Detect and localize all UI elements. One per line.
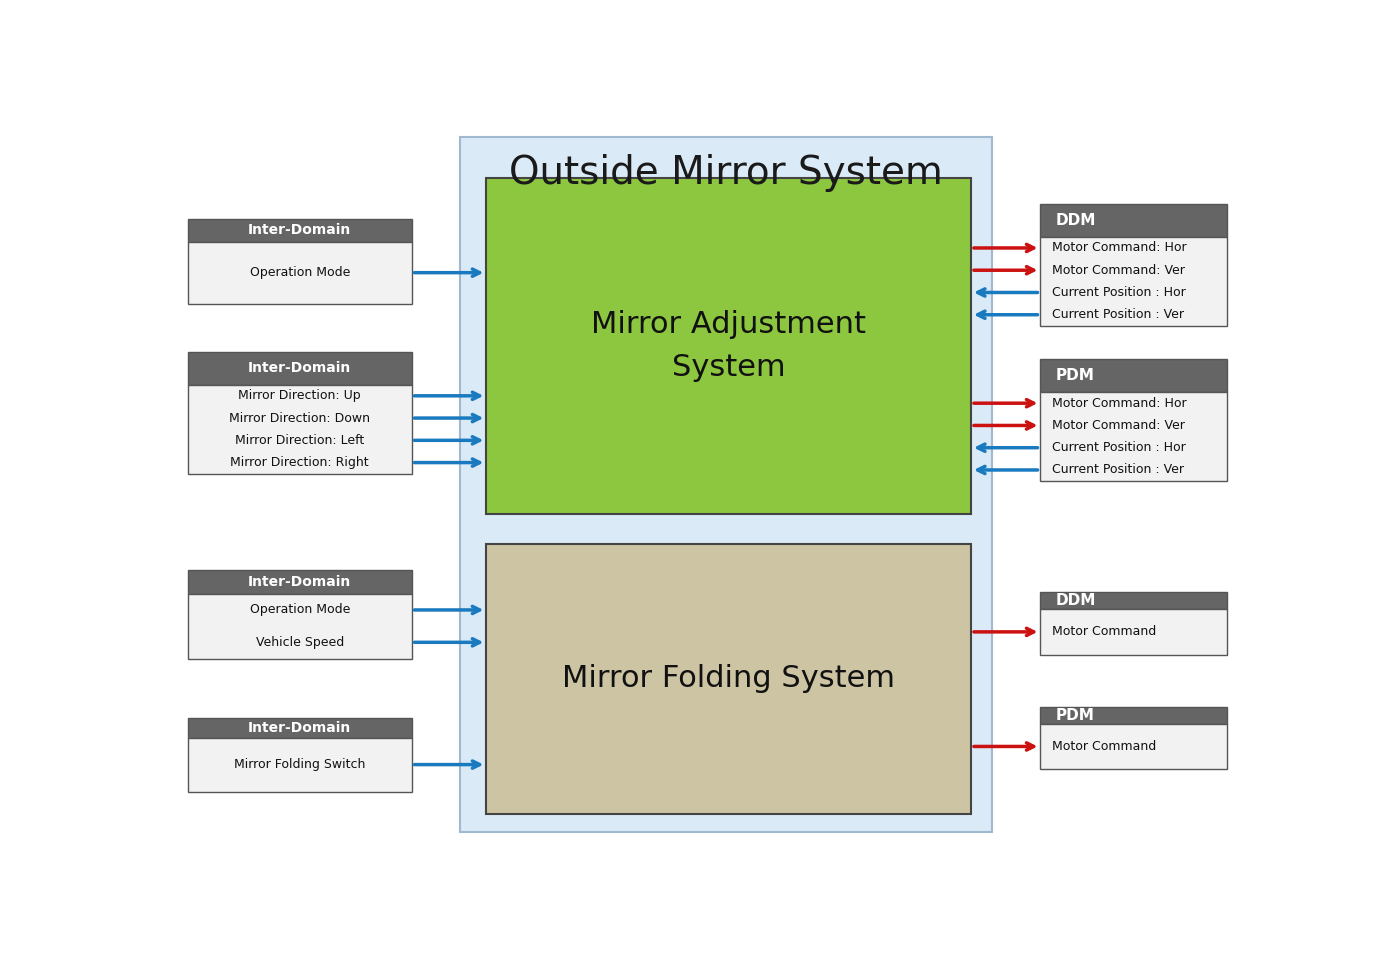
Text: Mirror Direction: Up: Mirror Direction: Up xyxy=(238,390,362,402)
Text: Mirror Adjustment
System: Mirror Adjustment System xyxy=(591,310,866,382)
Text: Current Position : Hor: Current Position : Hor xyxy=(1052,442,1185,454)
Bar xyxy=(1041,359,1226,392)
Text: Current Position : Ver: Current Position : Ver xyxy=(1052,308,1184,322)
Text: Mirror Folding System: Mirror Folding System xyxy=(562,664,895,693)
Text: DDM: DDM xyxy=(1055,213,1096,228)
Bar xyxy=(188,737,411,792)
Text: Inter-Domain: Inter-Domain xyxy=(248,721,352,734)
Bar xyxy=(188,718,411,737)
Text: PDM: PDM xyxy=(1055,708,1094,723)
Bar xyxy=(1041,707,1226,724)
Text: Operation Mode: Operation Mode xyxy=(250,266,349,279)
Bar xyxy=(1041,237,1226,325)
Bar xyxy=(188,351,411,385)
Text: DDM: DDM xyxy=(1055,593,1096,608)
Text: Mirror Direction: Right: Mirror Direction: Right xyxy=(231,456,368,469)
Text: Motor Command: Hor: Motor Command: Hor xyxy=(1052,396,1187,410)
Bar xyxy=(459,137,993,832)
Text: Inter-Domain: Inter-Domain xyxy=(248,575,352,588)
Bar xyxy=(487,178,971,515)
Text: Mirror Direction: Left: Mirror Direction: Left xyxy=(235,434,364,446)
Text: PDM: PDM xyxy=(1055,368,1094,383)
Text: Vehicle Speed: Vehicle Speed xyxy=(256,636,344,649)
Text: Mirror Direction: Down: Mirror Direction: Down xyxy=(230,412,370,424)
Bar xyxy=(1041,204,1226,237)
Bar xyxy=(1041,392,1226,481)
Bar xyxy=(1041,592,1226,609)
Bar xyxy=(188,570,411,593)
Text: Current Position : Ver: Current Position : Ver xyxy=(1052,464,1184,476)
Bar xyxy=(487,544,971,814)
Bar xyxy=(188,385,411,473)
Text: Outside Mirror System: Outside Mirror System xyxy=(509,154,943,192)
Text: Motor Command: Motor Command xyxy=(1052,625,1156,638)
Text: Operation Mode: Operation Mode xyxy=(250,604,349,616)
Bar xyxy=(188,242,411,303)
Bar xyxy=(188,593,411,659)
Text: Motor Command: Ver: Motor Command: Ver xyxy=(1052,264,1184,276)
Text: Inter-Domain: Inter-Domain xyxy=(248,223,352,237)
Text: Motor Command: Ver: Motor Command: Ver xyxy=(1052,419,1184,432)
Bar xyxy=(1041,724,1226,769)
Text: Current Position : Hor: Current Position : Hor xyxy=(1052,286,1185,299)
Text: Inter-Domain: Inter-Domain xyxy=(248,361,352,375)
Text: Motor Command: Motor Command xyxy=(1052,740,1156,753)
Text: Motor Command: Hor: Motor Command: Hor xyxy=(1052,242,1187,254)
Bar xyxy=(1041,609,1226,655)
Bar xyxy=(188,219,411,242)
Text: Mirror Folding Switch: Mirror Folding Switch xyxy=(234,758,366,771)
